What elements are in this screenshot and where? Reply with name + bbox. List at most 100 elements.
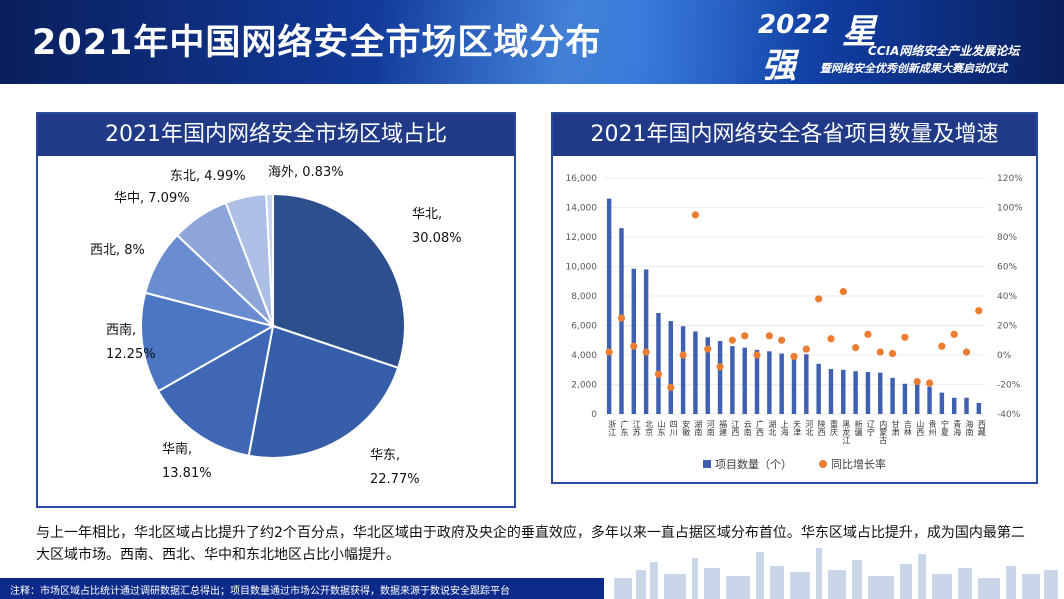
bar-2	[632, 269, 636, 414]
growth-dot-12	[753, 351, 760, 358]
growth-dot-26	[926, 379, 933, 386]
bar-4	[656, 313, 660, 414]
pie-value-3: 12.25%	[106, 347, 156, 362]
y-right-tick: -40%	[997, 410, 1021, 420]
x-category-label: 广东	[620, 419, 629, 436]
x-category-label: 贵州	[928, 419, 937, 436]
y-right-tick: 0%	[997, 351, 1012, 361]
growth-dot-27	[938, 343, 945, 350]
page-header: 2021年中国网络安全市场区域分布 2022 星 强 CCIA网络安全产业发展论…	[0, 0, 1064, 84]
x-category-label: 海南	[965, 419, 974, 436]
legend-dot-label: 同比增长率	[831, 457, 886, 471]
bar-10	[730, 346, 734, 414]
bar-24	[903, 384, 907, 414]
bar-13	[767, 351, 771, 414]
x-category-label: 河南	[706, 419, 715, 436]
growth-dot-0	[606, 348, 613, 355]
x-category-label: 西藏	[977, 420, 986, 437]
growth-dot-20	[852, 344, 859, 351]
pie-label-0: 华北,	[412, 207, 442, 222]
growth-dot-15	[790, 353, 797, 360]
growth-dot-11	[741, 332, 748, 339]
footer-bar: 注释：市场区域占比统计通过调研数据汇总得出；项目数量通过市场公开数据获得，数据来…	[0, 578, 604, 599]
y-left-tick: 2,000	[571, 381, 597, 391]
pie-label-2: 华南,	[162, 441, 192, 457]
pie-label-1: 华东,	[370, 448, 400, 463]
x-category-label: 新疆	[854, 419, 863, 437]
logo-line2: 暨网络安全优秀创新成果大赛启动仪式	[820, 60, 1007, 76]
bar-0	[607, 199, 611, 414]
pie-chart: 华北, 30.08% 华东, 22.77% 华南, 13.81% 西南, 12.25% 西北, …	[38, 156, 514, 506]
x-category-label: 黑龙江	[842, 420, 851, 445]
pie-label-7: 海外, 0.83%	[268, 165, 344, 180]
x-category-label: 湖南	[694, 420, 703, 436]
bar-16	[804, 354, 808, 414]
y-left-tick: 12,000	[566, 233, 598, 243]
growth-dot-24	[901, 334, 908, 341]
bar-20	[853, 371, 857, 414]
x-category-label: 山西	[916, 419, 925, 437]
growth-dot-22	[877, 348, 884, 355]
bar-18	[829, 369, 833, 414]
x-category-label: 北京	[645, 420, 654, 437]
y-right-tick: 80%	[997, 233, 1017, 243]
bar-21	[866, 372, 870, 414]
legend-bar-label: 项目数量（个）	[715, 458, 792, 471]
x-category-label: 上海	[780, 420, 789, 437]
bar-19	[841, 370, 845, 414]
bar-15	[792, 354, 796, 414]
growth-dot-13	[766, 332, 773, 339]
city-skyline-decoration	[604, 540, 1064, 599]
bar-9	[718, 341, 722, 414]
y-left-tick: 8,000	[571, 292, 597, 302]
bar-scatter-chart: 0 2,000 4,000 6,000 8,000 10,000 12,000 14,000 1…	[553, 156, 1036, 482]
pie-value-2: 13.81%	[162, 466, 212, 481]
growth-dot-16	[803, 346, 810, 353]
x-category-label: 四川	[669, 420, 678, 436]
growth-dot-6	[679, 351, 686, 358]
y-right-tick: 60%	[997, 263, 1017, 273]
x-category-label: 辽宁	[866, 420, 875, 436]
pie-label-5: 华中, 7.09%	[114, 191, 190, 206]
x-category-label: 河北	[805, 419, 814, 437]
page-title: 2021年中国网络安全市场区域分布	[32, 14, 601, 65]
x-category-label: 青海	[953, 419, 962, 437]
growth-dot-25	[914, 378, 921, 385]
bar-27	[940, 393, 944, 414]
growth-dot-3	[643, 348, 650, 355]
growth-dot-10	[729, 337, 736, 344]
pie-value-0: 30.08%	[412, 231, 462, 246]
x-category-label: 天津	[793, 420, 802, 437]
footer-note: 注释：市场区域占比统计通过调研数据汇总得出；项目数量通过市场公开数据获得，数据来…	[10, 582, 510, 597]
growth-dot-17	[815, 295, 822, 302]
x-category-label: 重庆	[829, 419, 838, 437]
pie-chart-title: 2021年国内网络安全市场区域占比	[38, 114, 514, 156]
growth-dot-2	[630, 343, 637, 350]
bar-25	[915, 384, 919, 414]
bar-28	[952, 398, 956, 414]
pie-label-6: 东北, 4.99%	[170, 169, 246, 184]
growth-dot-23	[889, 350, 896, 357]
bar-30	[977, 403, 981, 414]
growth-dot-9	[716, 363, 723, 370]
growth-dot-29	[963, 348, 970, 355]
y-left-tick: 6,000	[571, 322, 597, 332]
bar-7	[693, 331, 697, 414]
bar-11	[742, 348, 746, 414]
x-category-label: 陕西	[817, 419, 826, 437]
logo-line1: CCIA网络安全产业发展论坛	[868, 42, 1019, 59]
x-category-label: 宁夏	[940, 419, 949, 436]
bar-5	[669, 321, 673, 414]
bar-chart-panel: 2021年国内网络安全各省项目数量及增速 0 2,000 4,000 6,000 8,0…	[551, 112, 1038, 484]
bar-12	[755, 350, 759, 414]
pie-chart-panel: 2021年国内网络安全市场区域占比 华北, 30.08% 华东, 22.77% 华南, 1…	[36, 112, 516, 508]
y-left-tick: 14,000	[566, 204, 598, 214]
y-left-tick: 10,000	[566, 263, 598, 273]
x-category-label: 江西	[731, 420, 740, 437]
legend-bar-swatch	[703, 460, 711, 468]
x-category-label: 甘肃	[891, 419, 900, 437]
growth-dot-30	[975, 307, 982, 314]
y-right-tick: 100%	[997, 204, 1023, 214]
growth-dot-18	[827, 335, 834, 342]
bar-3	[644, 269, 648, 414]
